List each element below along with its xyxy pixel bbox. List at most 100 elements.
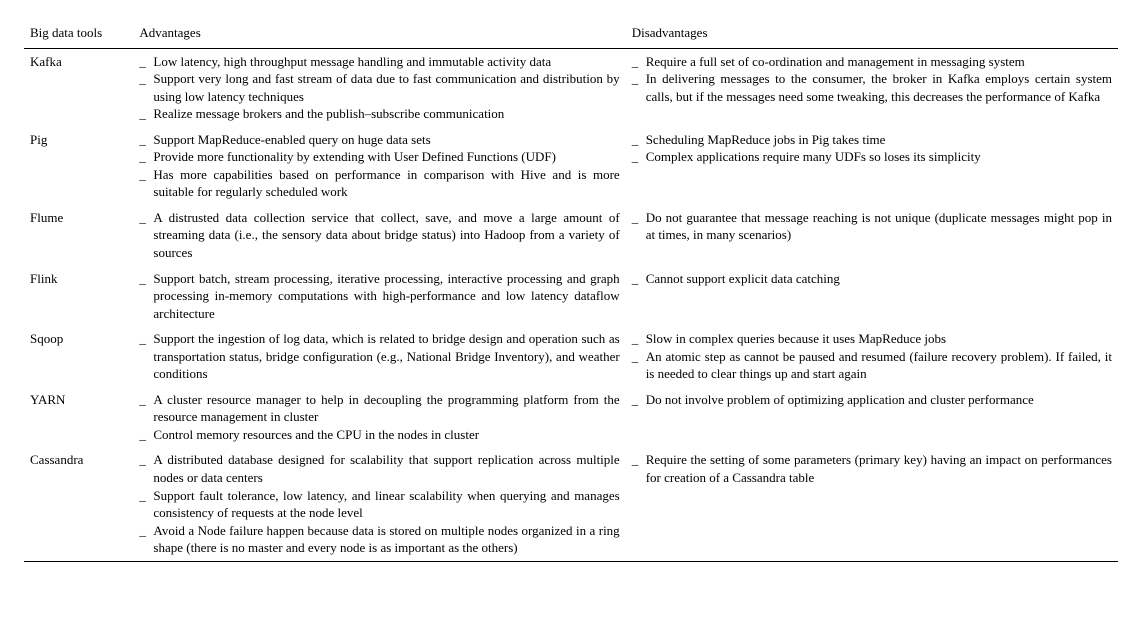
list-item-text: Support fault tolerance, low latency, an… (153, 487, 619, 522)
list-item-text: A distrusted data collection service tha… (153, 209, 619, 262)
disadvantages-cell: _Scheduling MapReduce jobs in Pig takes … (626, 127, 1118, 205)
list-item-text: A distributed database designed for scal… (153, 451, 619, 486)
bullet-icon: _ (139, 270, 153, 288)
bullet-icon: _ (632, 148, 646, 166)
bullet-icon: _ (139, 330, 153, 348)
list-item: _Provide more functionality by extending… (139, 148, 619, 166)
header-advantages: Advantages (133, 20, 625, 48)
list-item: _A distrusted data collection service th… (139, 209, 619, 262)
list-item: _Do not involve problem of optimizing ap… (632, 391, 1112, 409)
bullet-icon: _ (139, 148, 153, 166)
bullet-icon: _ (632, 270, 646, 288)
list-item-text: An atomic step as cannot be paused and r… (646, 348, 1112, 383)
tool-name-cell: Pig (24, 127, 133, 205)
disadvantages-cell: _Do not guarantee that message reaching … (626, 205, 1118, 266)
list-item-text: Complex applications require many UDFs s… (646, 148, 1112, 166)
bullet-icon: _ (139, 426, 153, 444)
disadvantages-cell: _Cannot support explicit data catching (626, 266, 1118, 327)
advantages-cell: _A distributed database designed for sca… (133, 447, 625, 561)
list-item: _Support the ingestion of log data, whic… (139, 330, 619, 383)
list-item-text: Slow in complex queries because it uses … (646, 330, 1112, 348)
header-tool: Big data tools (24, 20, 133, 48)
bullet-icon: _ (139, 522, 153, 540)
bullet-icon: _ (632, 330, 646, 348)
table-row: Kafka_Low latency, high throughput messa… (24, 48, 1118, 127)
list-item: _Do not guarantee that message reaching … (632, 209, 1112, 244)
list-item-text: Avoid a Node failure happen because data… (153, 522, 619, 557)
bullet-icon: _ (632, 53, 646, 71)
table-row: Sqoop_Support the ingestion of log data,… (24, 326, 1118, 387)
tool-name-cell: Sqoop (24, 326, 133, 387)
list-item-text: Has more capabilities based on performan… (153, 166, 619, 201)
list-item: _Require the setting of some parameters … (632, 451, 1112, 486)
list-item-text: Require a full set of co-ordination and … (646, 53, 1112, 71)
bullet-icon: _ (139, 131, 153, 149)
tool-name-cell: YARN (24, 387, 133, 448)
list-item: _Has more capabilities based on performa… (139, 166, 619, 201)
table-row: Cassandra_A distributed database designe… (24, 447, 1118, 561)
list-item: _Complex applications require many UDFs … (632, 148, 1112, 166)
advantages-cell: _Low latency, high throughput message ha… (133, 48, 625, 127)
bullet-icon: _ (632, 451, 646, 469)
bullet-icon: _ (139, 105, 153, 123)
bullet-icon: _ (632, 209, 646, 227)
bullet-icon: _ (139, 166, 153, 184)
bullet-icon: _ (139, 487, 153, 505)
list-item: _Low latency, high throughput message ha… (139, 53, 619, 71)
advantages-cell: _A cluster resource manager to help in d… (133, 387, 625, 448)
list-item: _Avoid a Node failure happen because dat… (139, 522, 619, 557)
disadvantages-cell: _Require the setting of some parameters … (626, 447, 1118, 561)
bullet-icon: _ (139, 209, 153, 227)
list-item: _Support very long and fast stream of da… (139, 70, 619, 105)
list-item-text: Provide more functionality by extending … (153, 148, 619, 166)
table-row: Flume_A distrusted data collection servi… (24, 205, 1118, 266)
list-item: _A distributed database designed for sca… (139, 451, 619, 486)
bullet-icon: _ (139, 451, 153, 469)
list-item: _Support MapReduce-enabled query on huge… (139, 131, 619, 149)
tool-name-cell: Flume (24, 205, 133, 266)
list-item: _Cannot support explicit data catching (632, 270, 1112, 288)
disadvantages-cell: _Require a full set of co-ordination and… (626, 48, 1118, 127)
list-item: _Scheduling MapReduce jobs in Pig takes … (632, 131, 1112, 149)
list-item: _Realize message brokers and the publish… (139, 105, 619, 123)
list-item: _Control memory resources and the CPU in… (139, 426, 619, 444)
list-item-text: Scheduling MapReduce jobs in Pig takes t… (646, 131, 1112, 149)
advantages-cell: _Support batch, stream processing, itera… (133, 266, 625, 327)
advantages-cell: _Support the ingestion of log data, whic… (133, 326, 625, 387)
bullet-icon: _ (139, 70, 153, 88)
advantages-cell: _A distrusted data collection service th… (133, 205, 625, 266)
big-data-tools-table: Big data tools Advantages Disadvantages … (24, 20, 1118, 562)
list-item-text: A cluster resource manager to help in de… (153, 391, 619, 426)
disadvantages-cell: _Do not involve problem of optimizing ap… (626, 387, 1118, 448)
list-item-text: Support batch, stream processing, iterat… (153, 270, 619, 323)
list-item: _Support batch, stream processing, itera… (139, 270, 619, 323)
list-item-text: Low latency, high throughput message han… (153, 53, 619, 71)
tool-name-cell: Flink (24, 266, 133, 327)
list-item: _An atomic step as cannot be paused and … (632, 348, 1112, 383)
tool-name-cell: Kafka (24, 48, 133, 127)
list-item-text: Realize message brokers and the publish–… (153, 105, 619, 123)
list-item-text: Do not guarantee that message reaching i… (646, 209, 1112, 244)
list-item: _Require a full set of co-ordination and… (632, 53, 1112, 71)
disadvantages-cell: _Slow in complex queries because it uses… (626, 326, 1118, 387)
bullet-icon: _ (139, 391, 153, 409)
list-item-text: Do not involve problem of optimizing app… (646, 391, 1112, 409)
table-header-row: Big data tools Advantages Disadvantages (24, 20, 1118, 48)
bullet-icon: _ (139, 53, 153, 71)
list-item-text: Support MapReduce-enabled query on huge … (153, 131, 619, 149)
list-item-text: Support very long and fast stream of dat… (153, 70, 619, 105)
list-item: _Slow in complex queries because it uses… (632, 330, 1112, 348)
bullet-icon: _ (632, 348, 646, 366)
table-row: Pig_Support MapReduce-enabled query on h… (24, 127, 1118, 205)
bullet-icon: _ (632, 70, 646, 88)
tool-name-cell: Cassandra (24, 447, 133, 561)
list-item: _Support fault tolerance, low latency, a… (139, 487, 619, 522)
bullet-icon: _ (632, 391, 646, 409)
list-item-text: Require the setting of some parameters (… (646, 451, 1112, 486)
list-item-text: In delivering messages to the consumer, … (646, 70, 1112, 105)
list-item-text: Support the ingestion of log data, which… (153, 330, 619, 383)
advantages-cell: _Support MapReduce-enabled query on huge… (133, 127, 625, 205)
list-item: _In delivering messages to the consumer,… (632, 70, 1112, 105)
table-row: YARN_A cluster resource manager to help … (24, 387, 1118, 448)
list-item-text: Control memory resources and the CPU in … (153, 426, 619, 444)
